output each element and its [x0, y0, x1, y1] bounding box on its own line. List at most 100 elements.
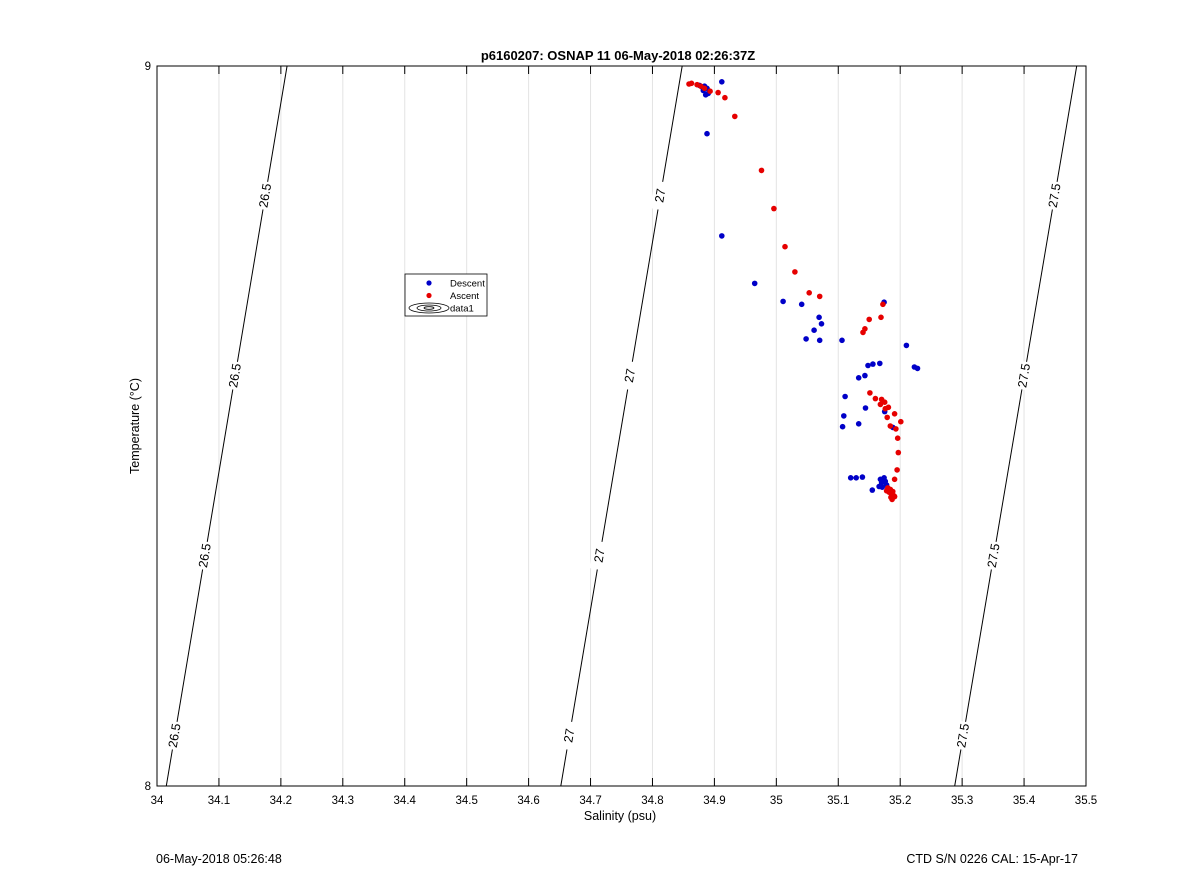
ascent-point — [758, 167, 765, 174]
footer-timestamp: 06-May-2018 05:26:48 — [156, 852, 282, 866]
contour-label-group: 27.5 — [983, 540, 1003, 571]
contour-label: 26.5 — [196, 542, 214, 568]
contour-label-bg — [983, 540, 1003, 571]
descent-point — [862, 372, 868, 379]
ascent-point — [891, 493, 898, 500]
x-tick-label: 34.6 — [517, 795, 539, 807]
descent-point — [751, 280, 758, 287]
descent-point — [839, 423, 846, 430]
ascent-point — [891, 411, 898, 417]
contour-label-bg — [1044, 180, 1064, 211]
ascent-point — [872, 395, 879, 402]
footer-instrument-info: CTD S/N 0226 CAL: 15-Apr-17 — [906, 852, 1078, 866]
ascent-point — [860, 329, 866, 336]
descent-point — [841, 413, 847, 419]
legend-contour-middle — [416, 304, 442, 312]
contour-label-bg — [952, 720, 973, 751]
ascent-point — [885, 485, 891, 491]
descent-point — [862, 405, 869, 411]
contour-label-bg — [194, 540, 215, 571]
ascent-point — [866, 316, 872, 323]
contour-label: 26.5 — [256, 182, 274, 208]
descent-point — [839, 337, 845, 344]
descent-point — [877, 360, 883, 367]
contour-label: 27 — [561, 728, 577, 744]
contour-label-bg — [619, 360, 640, 391]
descent-point — [818, 321, 825, 327]
plot-area: 26.5 26.5 26.5 26.5 27 27 27 27 27.5 27.5 27.5 27.5… — [145, 61, 1098, 807]
contour-label-group: 27 — [619, 360, 640, 391]
ascent-point — [880, 301, 886, 308]
contour-label-group: 26.5 — [224, 360, 245, 391]
x-tick-label: 35.1 — [827, 795, 849, 807]
contour-label-bg — [650, 180, 670, 211]
descent-point — [859, 474, 866, 480]
ascent-point — [890, 488, 896, 495]
descent-point — [816, 314, 822, 321]
ascent-point — [885, 404, 892, 411]
contour-label-bg — [224, 360, 245, 391]
descent-point — [702, 92, 709, 98]
descent-point — [847, 475, 854, 481]
descent-point — [869, 487, 876, 493]
descent-point — [903, 342, 910, 349]
contour-label: 27 — [652, 188, 668, 204]
ascent-point — [895, 449, 902, 456]
descent-point — [855, 421, 862, 427]
x-tick-label: 34.4 — [394, 795, 417, 807]
contour-label-group: 27 — [650, 180, 670, 211]
x-tick-label: 34.1 — [208, 795, 230, 807]
x-tick-label: 35.3 — [951, 795, 973, 807]
legend-marker-ascent — [426, 292, 432, 299]
x-tick-label: 34.5 — [455, 795, 477, 807]
contour-label-bg — [164, 720, 184, 751]
descent-point — [865, 362, 871, 369]
series-ascent — [686, 80, 904, 503]
ascent-point — [891, 476, 898, 483]
legend-label: Descent — [450, 279, 485, 290]
x-tick-label: 35.4 — [1013, 795, 1036, 807]
x-tick-label: 35.5 — [1075, 795, 1097, 807]
descent-point — [816, 337, 823, 344]
contour-label-group: 27.5 — [952, 720, 973, 751]
legend-contour-symbol — [408, 302, 450, 314]
descent-point — [798, 301, 805, 308]
contour-label-group: 27.5 — [1013, 360, 1034, 391]
contour-label: 26.5 — [166, 722, 184, 748]
descent-point — [719, 79, 725, 85]
x-tick-label: 34.9 — [703, 795, 725, 807]
descent-point — [803, 336, 809, 342]
contour-label-group: 26.5 — [164, 720, 184, 751]
ascent-point — [732, 113, 738, 120]
descent-point — [719, 233, 725, 239]
x-tick-label: 35 — [770, 795, 783, 807]
legend-label: data1 — [450, 304, 474, 315]
ascent-point — [688, 80, 695, 87]
contour-label-group: 27 — [589, 540, 609, 571]
contour-label-group: 26.5 — [255, 180, 275, 211]
contour-label: 27.5 — [985, 542, 1003, 568]
ascent-point — [877, 401, 884, 408]
axes-frame — [156, 65, 1087, 787]
ascent-point — [707, 88, 713, 94]
contour-label: 27.5 — [1046, 182, 1064, 208]
descent-point — [914, 365, 921, 372]
contour-label-group: 27.5 — [1044, 180, 1064, 211]
ascent-point — [701, 85, 708, 92]
descent-point — [853, 475, 859, 481]
descent-point — [704, 130, 710, 137]
ascent-point — [771, 205, 777, 212]
descent-point — [877, 476, 884, 483]
contour-label-bg — [1013, 360, 1034, 391]
y-tick-label: 8 — [145, 781, 151, 793]
ascent-point — [715, 89, 721, 96]
x-axis-label: Salinity (psu) — [584, 809, 656, 823]
ascent-point — [806, 290, 812, 296]
descent-point — [870, 361, 876, 367]
ascent-point — [722, 94, 728, 101]
x-tick-label: 34.7 — [579, 795, 601, 807]
descent-point — [811, 327, 817, 334]
contour-label: 27 — [592, 548, 608, 564]
